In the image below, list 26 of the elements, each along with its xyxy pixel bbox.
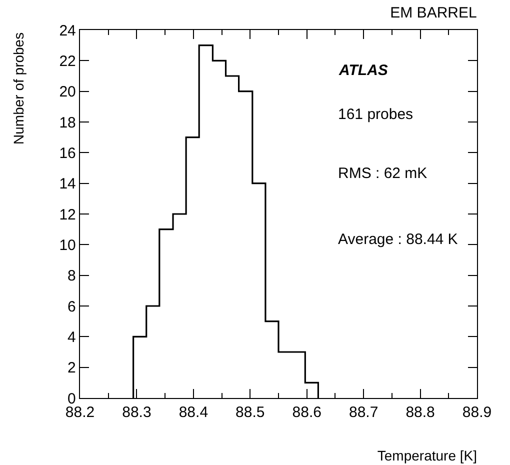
- x-tick-label: 88.3: [122, 404, 152, 422]
- annotation: Average : 88.44 K: [338, 231, 458, 248]
- x-tick-label: 88.5: [236, 404, 265, 422]
- y-tick-label: 16: [59, 144, 76, 162]
- annotation: ATLAS: [338, 62, 388, 79]
- y-tick-label: 8: [68, 268, 76, 285]
- x-tick-label: 88.8: [406, 404, 435, 422]
- x-tick-label: 88.9: [462, 404, 492, 422]
- annotation: RMS : 62 mK: [338, 165, 428, 182]
- y-tick-label: 18: [59, 114, 76, 132]
- y-tick-label: 24: [59, 22, 76, 40]
- x-tick-label: 88.4: [178, 404, 208, 422]
- x-axis-title: Temperature [K]: [377, 447, 477, 464]
- y-tick-label: 10: [59, 236, 76, 254]
- chart-title: EM BARREL: [390, 4, 477, 22]
- x-tick-label: 88.6: [292, 404, 322, 422]
- x-tick-label: 88.7: [348, 404, 378, 422]
- y-axis-title: Number of probes: [10, 32, 26, 144]
- y-tick-label: 12: [59, 206, 76, 224]
- y-tick-label: 14: [59, 176, 76, 193]
- annotation: 161 probes: [338, 106, 414, 123]
- y-tick-label: 6: [68, 298, 76, 316]
- y-tick-label: 2: [68, 360, 76, 377]
- y-tick-label: 4: [68, 328, 76, 346]
- y-tick-label: 20: [59, 84, 76, 101]
- y-tick-label: 22: [59, 52, 76, 70]
